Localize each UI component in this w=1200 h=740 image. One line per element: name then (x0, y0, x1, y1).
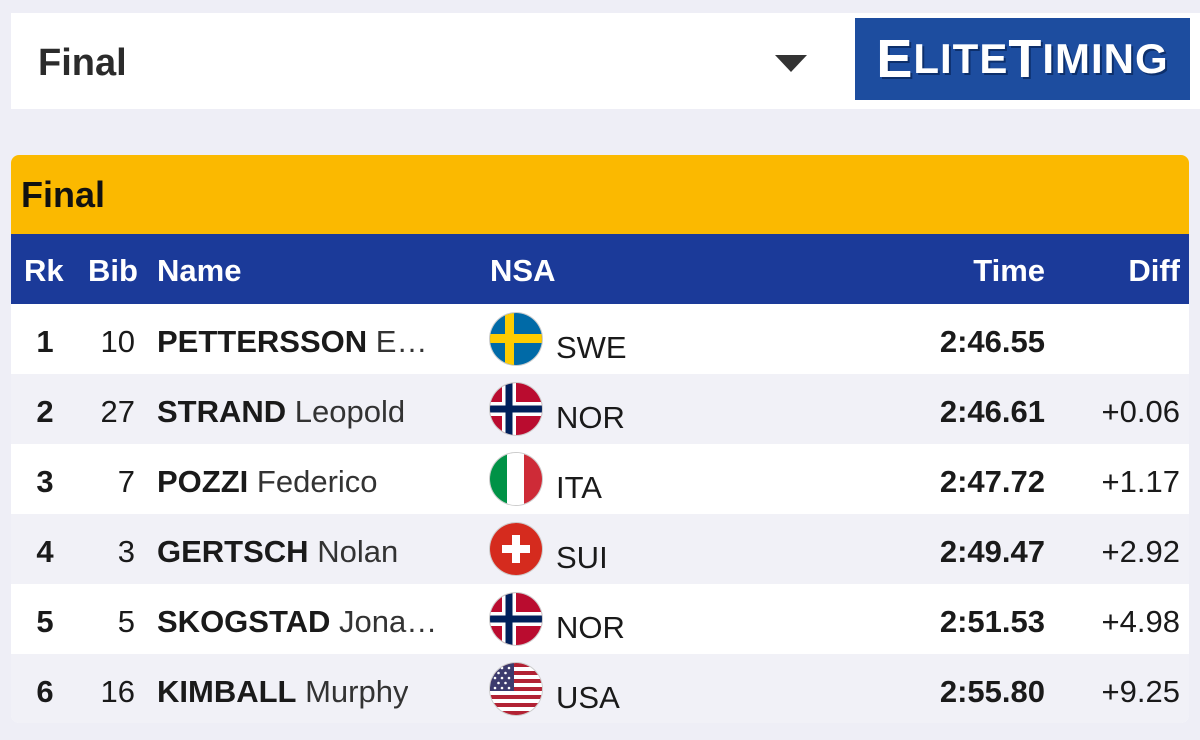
results-title-bar: Final (11, 155, 1189, 234)
bib-cell: 5 (117, 604, 135, 639)
bib-cell: 3 (117, 534, 135, 569)
norway-flag-icon (490, 593, 542, 645)
athlete-given-name: Nolan (317, 534, 399, 569)
table-row[interactable]: 3 7 POZZI Federico ITA 2:47.72 +1.17 (11, 444, 1189, 514)
athlete-name-cell[interactable]: POZZI Federico (157, 464, 378, 500)
athlete-given-name: Murphy (305, 674, 409, 709)
table-row[interactable]: 1 10 PETTERSSON E… SWE 2:46.55 (11, 304, 1189, 374)
diff-cell: +1.17 (1101, 464, 1180, 499)
athlete-given-name: E… (375, 324, 428, 359)
diff-cell: +0.06 (1101, 394, 1180, 429)
norway-flag-icon (490, 383, 542, 435)
time-cell: 2:49.47 (939, 534, 1045, 569)
nsa-cell: SWE (556, 330, 627, 365)
athlete-given-name: Jona… (339, 604, 438, 639)
switzerland-flag-icon (490, 523, 542, 575)
time-cell: 2:55.80 (939, 674, 1045, 709)
athlete-name-cell[interactable]: GERTSCH Nolan (157, 534, 398, 570)
table-column-headers: Rk Bib Name NSA Time Diff (11, 234, 1189, 304)
time-cell: 2:47.72 (939, 464, 1045, 499)
athlete-name-cell[interactable]: PETTERSSON E… (157, 324, 427, 360)
nsa-cell: ITA (556, 470, 602, 505)
time-cell: 2:51.53 (939, 604, 1045, 639)
table-row[interactable]: 2 27 STRAND Leopold NOR 2:46.61 +0.06 (11, 374, 1189, 444)
rank-cell: 3 (36, 464, 54, 499)
column-header-time[interactable]: Time (973, 253, 1045, 288)
column-header-nsa[interactable]: NSA (490, 253, 556, 288)
table-row[interactable]: 4 3 GERTSCH Nolan SUI 2:49.47 +2.92 (11, 514, 1189, 584)
nsa-cell: USA (556, 680, 620, 715)
column-header-diff[interactable]: Diff (1128, 253, 1180, 288)
rank-cell: 4 (36, 534, 54, 569)
athlete-surname: STRAND (157, 394, 287, 429)
table-row[interactable]: 6 16 KIMBALL Murphy USA 2:55.80 +9.25 (11, 654, 1189, 723)
elite-timing-logo: E LITE T IMING (855, 18, 1190, 100)
bib-cell: 10 (100, 324, 135, 359)
diff-cell: +2.92 (1101, 534, 1180, 569)
athlete-surname: GERTSCH (157, 534, 309, 569)
table-row[interactable]: 5 5 SKOGSTAD Jona… NOR 2:51.53 +4.98 (11, 584, 1189, 654)
bib-cell: 7 (117, 464, 135, 499)
diff-cell: +4.98 (1101, 604, 1180, 639)
time-cell: 2:46.55 (939, 324, 1045, 359)
nsa-cell: NOR (556, 610, 625, 645)
sweden-flag-icon (490, 313, 542, 365)
athlete-name-cell[interactable]: SKOGSTAD Jona… (157, 604, 437, 640)
athlete-name-cell[interactable]: KIMBALL Murphy (157, 674, 408, 710)
column-header-name[interactable]: Name (157, 253, 242, 288)
italy-flag-icon (490, 453, 542, 505)
athlete-surname: POZZI (157, 464, 249, 499)
athlete-given-name: Federico (256, 464, 378, 499)
dropdown-caret-icon[interactable] (775, 55, 807, 72)
athlete-given-name: Leopold (294, 394, 406, 429)
bib-cell: 16 (100, 674, 135, 709)
rank-cell: 1 (36, 324, 54, 359)
bib-cell: 27 (100, 394, 135, 429)
column-header-rk[interactable]: Rk (24, 253, 64, 288)
athlete-name-cell[interactable]: STRAND Leopold (157, 394, 405, 430)
rank-cell: 6 (36, 674, 54, 709)
athlete-surname: SKOGSTAD (157, 604, 331, 639)
race-selector[interactable]: Final (38, 42, 127, 84)
rank-cell: 2 (36, 394, 54, 429)
diff-cell: +9.25 (1101, 674, 1180, 709)
results-table: Final Rk Bib Name NSA Time Diff 1 10 PETTE… (11, 155, 1189, 723)
results-title: Final (21, 174, 106, 215)
nsa-cell: SUI (556, 540, 608, 575)
athlete-surname: KIMBALL (157, 674, 297, 709)
rank-cell: 5 (36, 604, 54, 639)
nsa-cell: NOR (556, 400, 625, 435)
column-header-bib[interactable]: Bib (88, 253, 138, 288)
athlete-surname: PETTERSSON (157, 324, 368, 359)
time-cell: 2:46.61 (939, 394, 1045, 429)
usa-flag-icon (490, 663, 542, 715)
